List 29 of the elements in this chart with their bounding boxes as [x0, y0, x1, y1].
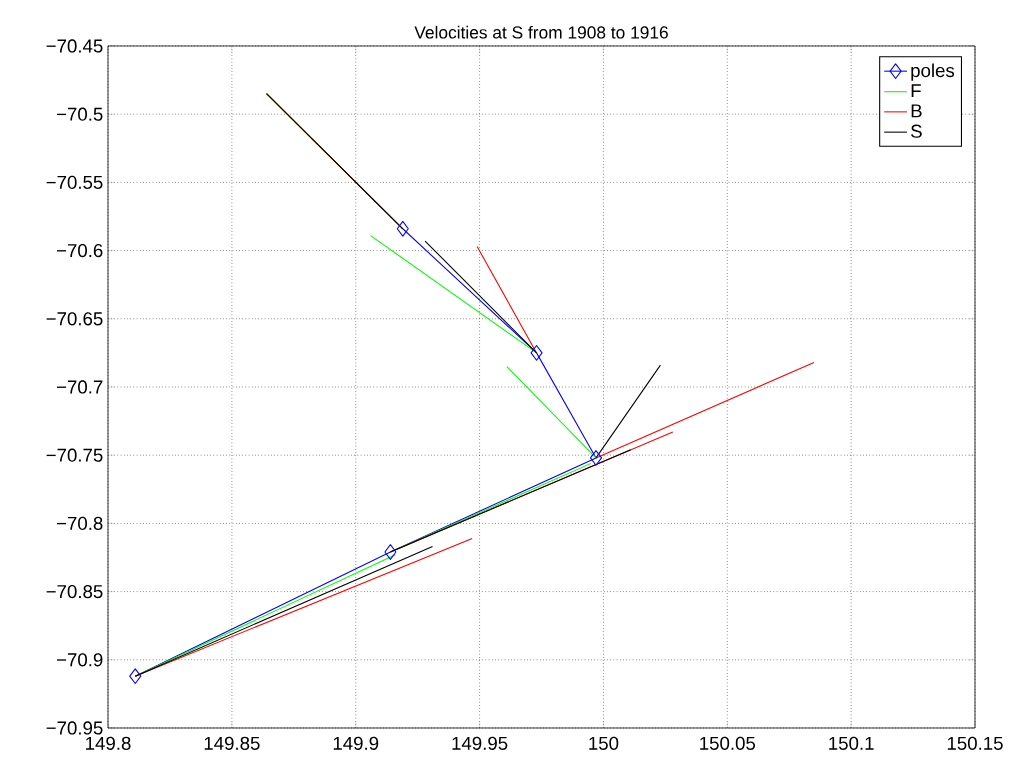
chart-title: Velocities at S from 1908 to 1916	[414, 25, 668, 39]
point	[129, 668, 142, 685]
point	[589, 450, 603, 466]
x-tick-label: 149.9	[333, 736, 379, 750]
legend-label: F	[911, 84, 921, 98]
x-tick-label: 149.85	[204, 736, 260, 750]
x-tick-label: 150	[589, 736, 619, 750]
y-tick-label: −70.55	[46, 175, 103, 189]
x-tick-label: 149.8	[86, 736, 131, 750]
legend-label: B	[911, 104, 922, 118]
y-tick-label: −70.45	[46, 39, 103, 53]
x-tick-label: 150.1	[829, 736, 874, 750]
y-tick-label: −70.85	[46, 584, 103, 599]
y-tick-label: −70.7	[56, 380, 103, 394]
legend-label: poles	[911, 63, 955, 81]
y-tick-label: −70.95	[46, 721, 103, 735]
legend-label: S	[911, 124, 922, 138]
y-tick-label: −70.8	[56, 516, 103, 530]
y-tick-label: −70.9	[56, 653, 103, 667]
point	[384, 544, 397, 560]
y-tick-label: −70.65	[46, 312, 103, 326]
point	[396, 220, 409, 237]
x-tick-label: 150.05	[700, 736, 756, 750]
y-tick-label: −70.6	[56, 243, 103, 258]
point	[530, 345, 543, 361]
y-tick-label: −70.5	[56, 107, 103, 121]
y-tick-label: −70.75	[46, 448, 103, 462]
x-tick-label: 150.15	[947, 736, 1003, 750]
x-tick-label: 149.95	[452, 736, 508, 750]
